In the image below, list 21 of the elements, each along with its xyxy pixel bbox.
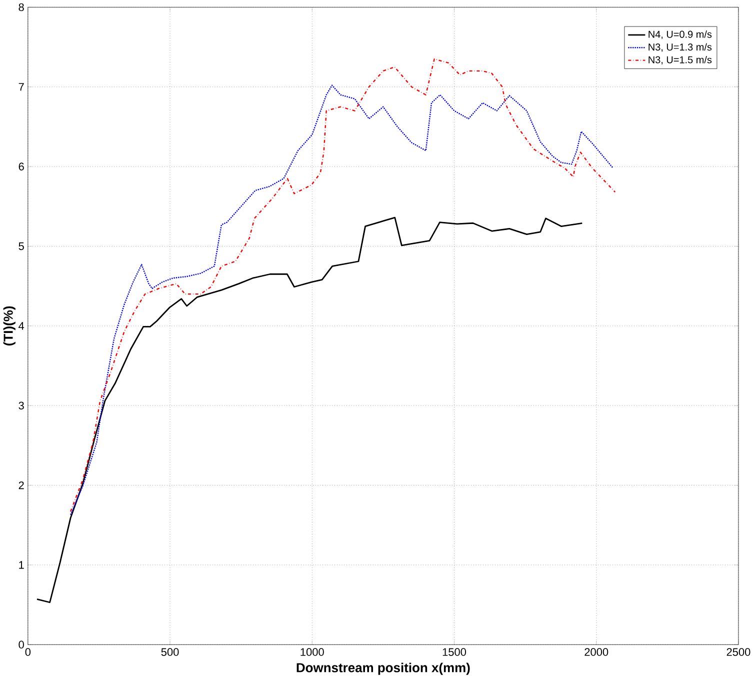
x-tick-label: 1000	[300, 648, 324, 656]
y-tick-label: 1	[19, 561, 24, 569]
x-tick-label: 2000	[584, 648, 608, 656]
x-tick-label: 1500	[442, 648, 466, 656]
x-tick-label: 2500	[726, 648, 750, 656]
y-tick-label: 0	[18, 640, 24, 648]
legend-label: N4, U=0.9 m/s	[648, 30, 712, 39]
line-series	[36, 216, 583, 603]
y-tick-label: 4	[18, 322, 24, 330]
y-tick-label: 7	[18, 83, 24, 91]
y-tick-label: 5	[18, 242, 24, 250]
y-tick-label: 2	[18, 481, 24, 489]
y-tick-label: 8	[18, 3, 24, 12]
x-tick-label: 500	[161, 648, 179, 656]
x-tick-label: 0	[25, 648, 31, 656]
y-axis-title: (TI)(%)	[3, 306, 16, 346]
y-tick-label: 3	[18, 402, 24, 410]
legend-label: N3, U=1.5 m/s	[648, 56, 712, 64]
legend-label: N3, U=1.3 m/s	[648, 43, 712, 52]
y-tick-label: 6	[18, 162, 24, 170]
x-axis-title: Downstream position x(mm)	[296, 662, 470, 675]
